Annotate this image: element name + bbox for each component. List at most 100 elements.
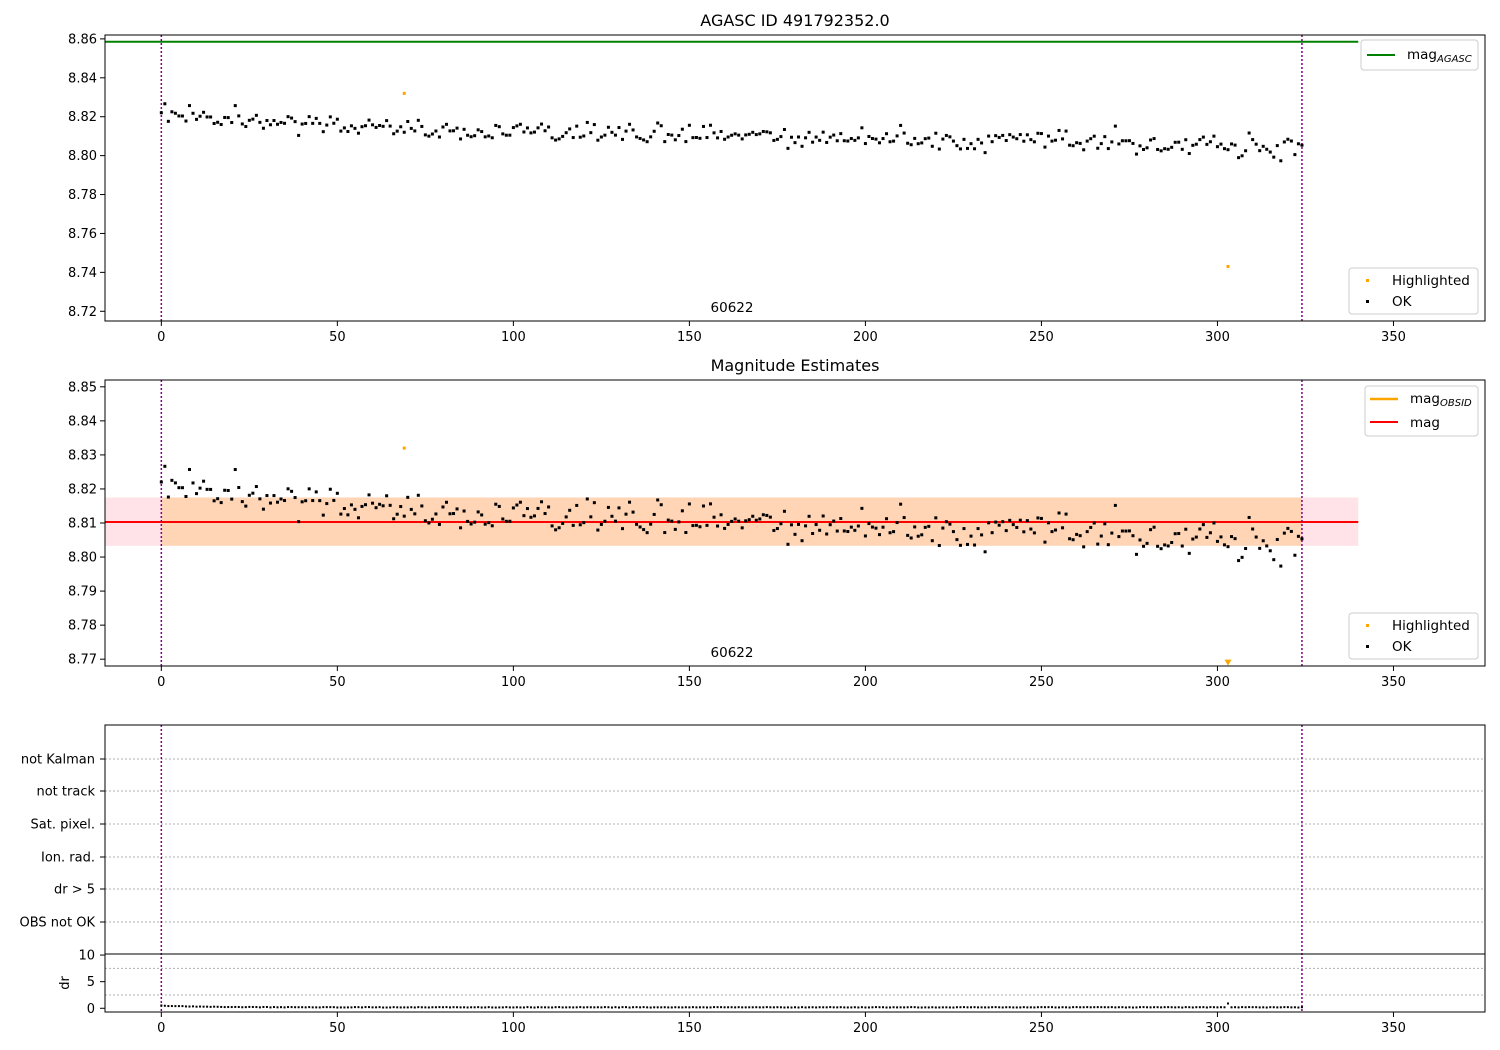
dr-point — [811, 1006, 814, 1009]
dr-point — [864, 1006, 867, 1009]
ok-point — [223, 488, 227, 492]
ok-point — [511, 506, 515, 510]
dr-point — [1033, 1006, 1036, 1009]
dr-point — [1012, 1006, 1015, 1009]
ok-point — [529, 515, 533, 519]
ok-point — [244, 125, 248, 129]
ok-point — [1194, 535, 1198, 539]
ok-point — [423, 133, 427, 137]
ok-point — [797, 522, 801, 526]
ok-point — [599, 522, 603, 526]
ok-point — [765, 513, 769, 517]
ok-point — [1113, 503, 1117, 507]
ok-point — [709, 502, 713, 506]
ok-point — [1177, 532, 1181, 536]
ok-point — [1110, 531, 1114, 535]
ok-point — [811, 140, 815, 144]
ok-point — [881, 525, 885, 529]
ok-point — [1247, 131, 1251, 135]
ok-point — [568, 508, 572, 512]
ok-point — [508, 133, 512, 137]
dr-point — [1103, 1006, 1106, 1009]
ok-point — [944, 133, 948, 137]
dr-point — [878, 1006, 881, 1009]
ok-point — [409, 507, 413, 511]
ok-point — [265, 494, 269, 498]
ok-point — [163, 102, 167, 106]
ok-point — [649, 522, 653, 526]
ok-point — [335, 491, 339, 495]
ok-point — [163, 464, 167, 468]
dr-point — [1075, 1006, 1078, 1009]
ok-point — [311, 121, 315, 125]
ok-point — [691, 524, 695, 528]
ok-point — [184, 119, 188, 123]
dr-point — [262, 1005, 265, 1008]
ok-point — [775, 137, 779, 141]
dr-point — [980, 1006, 983, 1009]
dr-point — [1128, 1006, 1131, 1009]
ok-point — [378, 502, 382, 506]
ok-point — [768, 515, 772, 519]
x-tick-label: 200 — [853, 330, 878, 345]
ok-point — [1180, 544, 1184, 548]
dr-point — [287, 1006, 290, 1009]
ok-point — [536, 506, 540, 510]
dr-point — [403, 1006, 406, 1009]
ok-point — [170, 478, 174, 482]
dr-point — [1300, 1006, 1303, 1009]
ok-point — [318, 121, 322, 125]
ok-point — [592, 123, 596, 127]
legend-label-ok: OK — [1392, 294, 1413, 310]
ok-point — [1050, 530, 1054, 534]
ok-point — [1001, 133, 1005, 137]
dr-point — [332, 1006, 335, 1009]
ok-point — [1184, 138, 1188, 142]
ok-point — [754, 133, 758, 137]
ok-point — [642, 528, 646, 532]
dr-point — [272, 1006, 275, 1009]
ok-point — [994, 134, 998, 138]
ok-point — [1050, 139, 1054, 143]
dr-point — [255, 1006, 258, 1009]
ok-point — [856, 524, 860, 528]
dr-point — [1258, 1006, 1261, 1009]
ok-point — [1085, 139, 1089, 143]
ok-point — [1201, 135, 1205, 139]
x-tick-label: 0 — [157, 675, 165, 690]
ok-point — [279, 120, 283, 124]
dr-point — [815, 1006, 818, 1009]
ok-point — [885, 132, 889, 136]
dr-point — [977, 1006, 980, 1009]
ok-point — [610, 514, 614, 518]
dr-point — [473, 1006, 476, 1009]
ok-point — [779, 522, 783, 526]
ok-point — [1008, 133, 1012, 137]
ok-point — [304, 121, 308, 125]
ok-point — [371, 501, 375, 505]
dr-point — [1135, 1006, 1138, 1009]
dr-point — [244, 1006, 247, 1009]
dr-point — [1001, 1006, 1004, 1009]
panel-1-frame — [104, 34, 1486, 322]
y-tick-label: 8.82 — [68, 482, 97, 497]
ok-point — [1029, 138, 1033, 142]
dr-point — [336, 1006, 339, 1009]
flag-label: not Kalman — [21, 753, 95, 768]
dr-point — [586, 1006, 589, 1009]
ok-point — [610, 130, 614, 134]
dr-point — [1223, 1006, 1226, 1009]
dr-point — [600, 1006, 603, 1009]
ok-point — [413, 512, 417, 516]
ok-point — [1212, 134, 1216, 138]
ok-point — [751, 130, 755, 134]
ok-point — [990, 531, 994, 535]
ok-point — [621, 527, 624, 531]
ok-point — [877, 141, 881, 145]
dr-point — [269, 1006, 272, 1009]
ok-point — [1117, 535, 1121, 539]
flag-label: dr > 5 — [54, 883, 95, 898]
dr-point — [607, 1006, 610, 1009]
ok-point — [325, 123, 329, 127]
ok-point — [1015, 525, 1019, 529]
